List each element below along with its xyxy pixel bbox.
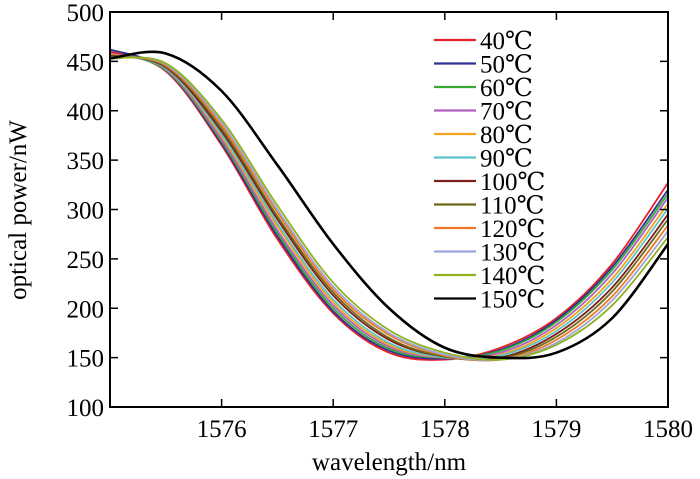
series-layer — [109, 48, 670, 362]
series-line-130℃ — [109, 56, 669, 362]
legend-label: 130℃ — [480, 240, 545, 267]
series-line-120℃ — [109, 56, 669, 362]
y-tick-label: 150 — [67, 346, 105, 373]
legend: 40℃50℃60℃70℃80℃90℃100℃110℃120℃130℃140℃15… — [434, 28, 545, 314]
x-tick-label: 1579 — [531, 416, 581, 443]
series-line-90℃ — [109, 54, 669, 361]
y-tick-label: 400 — [67, 99, 105, 126]
x-tick-label: 1578 — [420, 416, 470, 443]
x-axis-title: wavelength/nm — [312, 449, 467, 476]
series-line-140℃ — [109, 56, 669, 361]
series-line-40℃ — [109, 50, 669, 361]
y-tick-label: 200 — [67, 296, 105, 323]
legend-label: 110℃ — [480, 193, 545, 220]
legend-label: 50℃ — [480, 52, 533, 79]
legend-label: 100℃ — [480, 169, 545, 196]
y-tick-label: 250 — [67, 247, 105, 274]
legend-label: 70℃ — [480, 99, 533, 126]
series-line-100℃ — [109, 54, 669, 361]
y-tick-label: 350 — [67, 148, 105, 175]
legend-label: 140℃ — [480, 263, 545, 290]
legend-label: 150℃ — [480, 287, 545, 314]
legend-label: 120℃ — [480, 216, 545, 243]
legend-label: 90℃ — [480, 146, 533, 173]
tick-layer: 1576 1577 1578 1579 1580 100 150 200 250 300 350 40… — [67, 0, 694, 443]
series-line-70℃ — [109, 52, 669, 359]
legend-label: 60℃ — [480, 75, 533, 102]
x-tick-label: 1580 — [643, 416, 693, 443]
series-line-60℃ — [109, 52, 669, 359]
y-tick-label: 100 — [67, 395, 105, 422]
legend-label: 80℃ — [480, 122, 533, 149]
y-tick-label: 300 — [67, 198, 105, 225]
y-axis-title: optical power/nW — [5, 120, 32, 300]
x-tick-label: 1577 — [308, 416, 358, 443]
y-tick-label: 450 — [67, 49, 105, 76]
y-tick-label: 500 — [67, 0, 105, 27]
series-line-110℃ — [109, 55, 669, 362]
series-line-150℃ — [109, 50, 670, 360]
legend-label: 40℃ — [480, 28, 533, 55]
x-tick-label: 1576 — [197, 416, 247, 443]
